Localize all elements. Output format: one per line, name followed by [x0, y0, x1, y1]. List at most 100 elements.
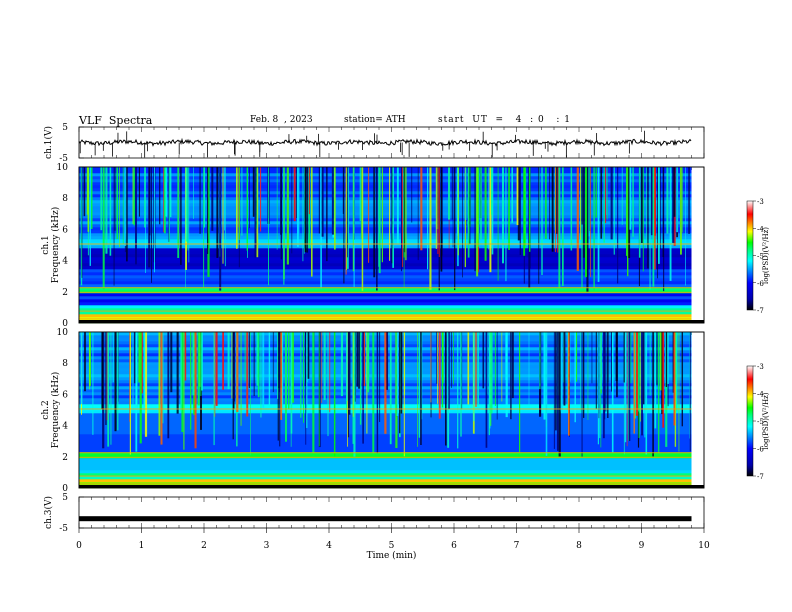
spectrogram-streak: [362, 332, 364, 444]
y-tick-label: -5: [59, 154, 68, 164]
spectrogram-band: [79, 230, 692, 234]
colorbar-ch1: [746, 200, 754, 311]
colorbar-label: log(PSD)(V²/Hz): [762, 227, 770, 284]
spectrogram-band: [79, 278, 692, 282]
spectrogram-streak: [519, 332, 521, 452]
spectrogram-band: [79, 197, 692, 201]
spectrogram-streak: [348, 332, 351, 415]
spectrogram-streak: [358, 332, 361, 389]
spectrogram-band: [79, 224, 692, 228]
x-tick-label: 2: [201, 541, 207, 551]
spectrogram-streak: [187, 167, 189, 251]
spectrogram-streak: [181, 332, 184, 432]
spectrogram-streak: [591, 332, 593, 384]
spectrogram-band: [79, 236, 692, 240]
spectrogram-streak: [633, 332, 635, 434]
spectrogram-band: [79, 206, 692, 210]
spectrogram-band: [79, 176, 692, 180]
spectrogram-streak: [602, 332, 605, 439]
spectrogram-streak: [480, 167, 482, 240]
spectrogram-band: [79, 296, 692, 300]
spectrogram-streak: [661, 332, 664, 415]
spectrogram-streak: [385, 332, 387, 403]
spectrogram-streak: [562, 167, 564, 286]
spectrogram-streak: [607, 332, 609, 383]
spectrogram-streak: [640, 332, 641, 422]
spectrogram-streak: [490, 332, 493, 414]
spectrogram-streak: [283, 167, 285, 285]
spectrogram-streak: [553, 332, 555, 449]
spectrogram-streak: [654, 332, 657, 429]
spectrogram-streak: [489, 332, 491, 429]
spectrogram-streak: [389, 167, 391, 261]
spectrogram-streak: [555, 167, 556, 253]
spectrogram-streak: [611, 332, 614, 453]
ch3-voltage-label: ch.3(V): [43, 496, 54, 529]
spectrogram-streak: [641, 332, 643, 436]
spectrogram-streak: [117, 332, 119, 431]
ch1-frequency-label-line: Frequency (kHz): [50, 207, 61, 284]
spectrogram-streak: [549, 167, 550, 240]
spectrogram-streak: [346, 332, 348, 401]
spectrogram-streak: [580, 167, 581, 240]
spectrogram-streak: [279, 332, 281, 447]
spectrogram-streak: [629, 167, 632, 230]
spectrogram-streak: [193, 167, 194, 219]
spectrogram-streak: [652, 332, 654, 457]
x-tick-label: 9: [639, 541, 645, 551]
spectrogram-streak: [257, 332, 260, 398]
spectrogram-streak: [421, 332, 423, 420]
spectrogram-streak: [285, 332, 287, 442]
spectrogram-streak: [429, 167, 432, 290]
spectrogram-band: [79, 287, 692, 291]
spectrogram-streak: [603, 167, 605, 243]
spectrogram-streak: [436, 332, 438, 384]
spectrogram-streak: [302, 167, 304, 262]
spectrogram-streak: [563, 332, 566, 406]
ch1-voltage-label-line: ch.1(V): [43, 126, 54, 159]
spectrogram-band: [79, 218, 692, 222]
spectrogram-streak: [297, 167, 299, 247]
spectrogram-streak: [555, 332, 557, 431]
spectrogram-band: [79, 227, 692, 231]
spectrogram-streak: [557, 167, 559, 253]
spectrogram-band: [79, 443, 692, 447]
spectrogram-streak: [107, 332, 110, 447]
spectrogram-line: [79, 243, 692, 245]
spectrogram-line: [79, 456, 692, 458]
spectrogram-streak: [555, 167, 557, 233]
spectrogram-streak: [83, 167, 86, 217]
colorbar-tick-label: -5: [757, 418, 764, 426]
spectrogram-streak: [353, 332, 356, 457]
spectrogram-streak: [457, 167, 459, 256]
spectrogram-streak: [135, 167, 137, 265]
spectrogram-streak: [168, 167, 170, 242]
spectrogram-streak: [367, 332, 370, 393]
spectrogram-streak: [516, 167, 519, 226]
spectrogram-streak: [647, 167, 649, 269]
spectrogram-streak: [587, 167, 590, 237]
page-title: VLF Spectra: [79, 114, 153, 127]
spectrogram-base-strip: [79, 485, 704, 488]
spectrogram-streak: [488, 167, 490, 250]
spectrogram-streak: [303, 332, 305, 423]
spectrogram-streak: [112, 332, 114, 383]
spectrogram-streak: [630, 332, 632, 384]
spectrogram-streak: [346, 167, 347, 270]
spectrogram-streak: [496, 332, 498, 420]
spectrogram-streak: [215, 332, 218, 406]
spectrogram-streak: [288, 332, 290, 410]
spectrogram-streak: [464, 167, 466, 268]
spectrogram-streak: [511, 167, 513, 223]
spectrogram-streak: [170, 332, 173, 393]
spectrogram-streak: [158, 332, 161, 436]
spectrogram-streak: [222, 332, 224, 390]
spectrogram-streak: [665, 332, 668, 447]
spectrogram-streak: [672, 167, 675, 243]
colorbar-label-text: log(PSD)(V²/Hz): [762, 227, 770, 284]
spectrogram-streak: [329, 332, 331, 413]
y-tick-label: 10: [57, 328, 69, 338]
spectrogram-band: [79, 467, 692, 471]
spectrogram-streak: [241, 167, 243, 236]
spectrogram-streak: [219, 167, 222, 291]
